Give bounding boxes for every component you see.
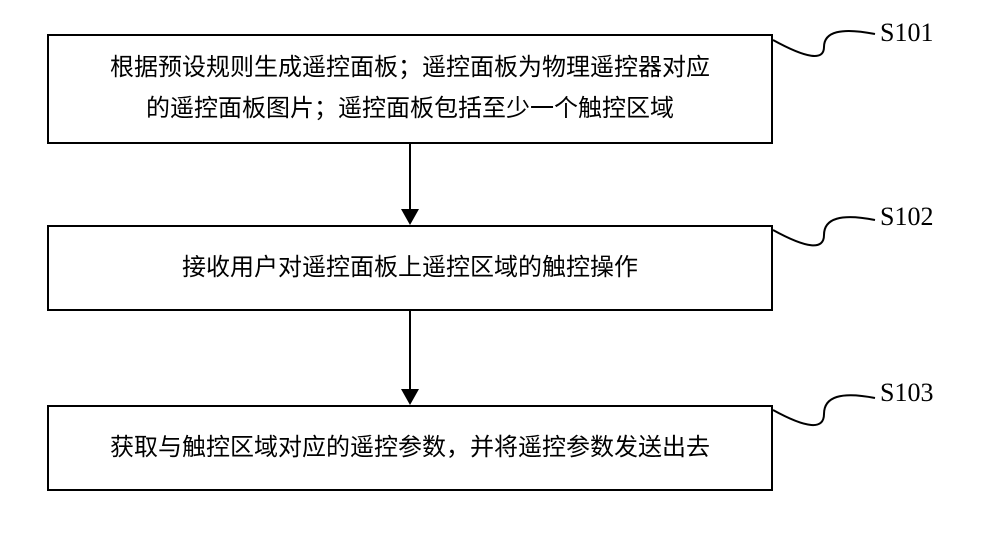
callout-curve: [768, 190, 880, 260]
flow-arrow-line: [409, 311, 411, 389]
flow-arrow-head: [401, 209, 419, 225]
flow-step-label-s103: S103: [880, 378, 933, 408]
flow-arrow-line: [409, 144, 411, 209]
flow-step-text: 获取与触控区域对应的遥控参数，并将遥控参数发送出去: [110, 428, 710, 469]
callout-curve: [768, 4, 880, 70]
flow-step-label-s102: S102: [880, 202, 933, 232]
flow-step-s101: 根据预设规则生成遥控面板；遥控面板为物理遥控器对应 的遥控面板图片；遥控面板包括…: [47, 34, 773, 144]
callout-curve: [768, 368, 880, 440]
flow-step-text: 根据预设规则生成遥控面板；遥控面板为物理遥控器对应 的遥控面板图片；遥控面板包括…: [110, 48, 710, 130]
flow-step-s103: 获取与触控区域对应的遥控参数，并将遥控参数发送出去: [47, 405, 773, 491]
flow-step-label-s101: S101: [880, 18, 933, 48]
flow-arrow-head: [401, 389, 419, 405]
flow-step-s102: 接收用户对遥控面板上遥控区域的触控操作: [47, 225, 773, 311]
flowchart-canvas: 根据预设规则生成遥控面板；遥控面板为物理遥控器对应 的遥控面板图片；遥控面板包括…: [0, 0, 1000, 546]
flow-step-text: 接收用户对遥控面板上遥控区域的触控操作: [182, 248, 638, 289]
